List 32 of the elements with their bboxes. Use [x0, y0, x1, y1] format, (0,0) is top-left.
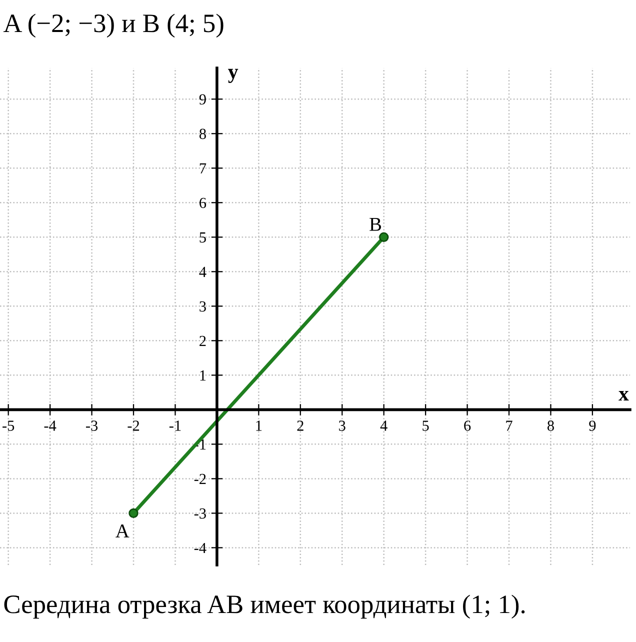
x-tick-label: -2 — [128, 420, 140, 431]
x-tick-label: 7 — [506, 420, 512, 431]
x-tick-label: 8 — [547, 420, 554, 431]
x-tick-label: -5 — [2, 420, 14, 431]
y-tick-label: 4 — [199, 266, 206, 277]
y-tick-label: 8 — [199, 128, 206, 140]
y-tick-label: 2 — [200, 336, 206, 346]
x-tick-label: -4 — [44, 420, 56, 431]
y-tick-label: -4 — [194, 542, 206, 554]
y-tick-label: 9 — [199, 94, 206, 105]
y-tick-label: 5 — [200, 232, 206, 243]
annotation: B — [370, 218, 382, 231]
x-tick-label: -1 — [169, 420, 181, 431]
y-tick-label: 6 — [200, 198, 206, 208]
x-axis-title: x — [618, 390, 629, 401]
x-tick-label: 6 — [464, 420, 471, 431]
x-tick-label: 4 — [380, 420, 388, 431]
x-tick-label: 1 — [256, 420, 262, 431]
y-tick-label: -2 — [194, 474, 206, 484]
x-tick-label: 5 — [422, 420, 429, 431]
y-axis-title: y — [228, 68, 238, 83]
x-tick-label: -3 — [86, 420, 98, 431]
text: Середина отрезка AB имеет координаты (1; 1). — [4, 594, 525, 619]
x-tick-label: 3 — [339, 420, 346, 431]
annotation: A — [116, 524, 130, 538]
y-tick-label: 7 — [200, 163, 206, 174]
x-tick-label: 2 — [297, 420, 304, 431]
y-tick-label: 3 — [200, 301, 206, 312]
x-tick-label: 9 — [589, 420, 596, 431]
chart-title: A (−2; −3) и B (4; 5) — [3, 14, 224, 38]
y-tick-label: 1 — [200, 370, 206, 380]
y-tick-label: -3 — [194, 508, 206, 519]
